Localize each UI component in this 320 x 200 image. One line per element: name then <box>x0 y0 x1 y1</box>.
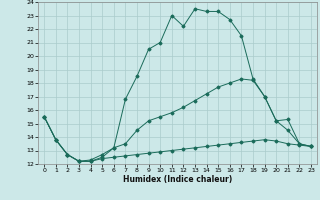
X-axis label: Humidex (Indice chaleur): Humidex (Indice chaleur) <box>123 175 232 184</box>
